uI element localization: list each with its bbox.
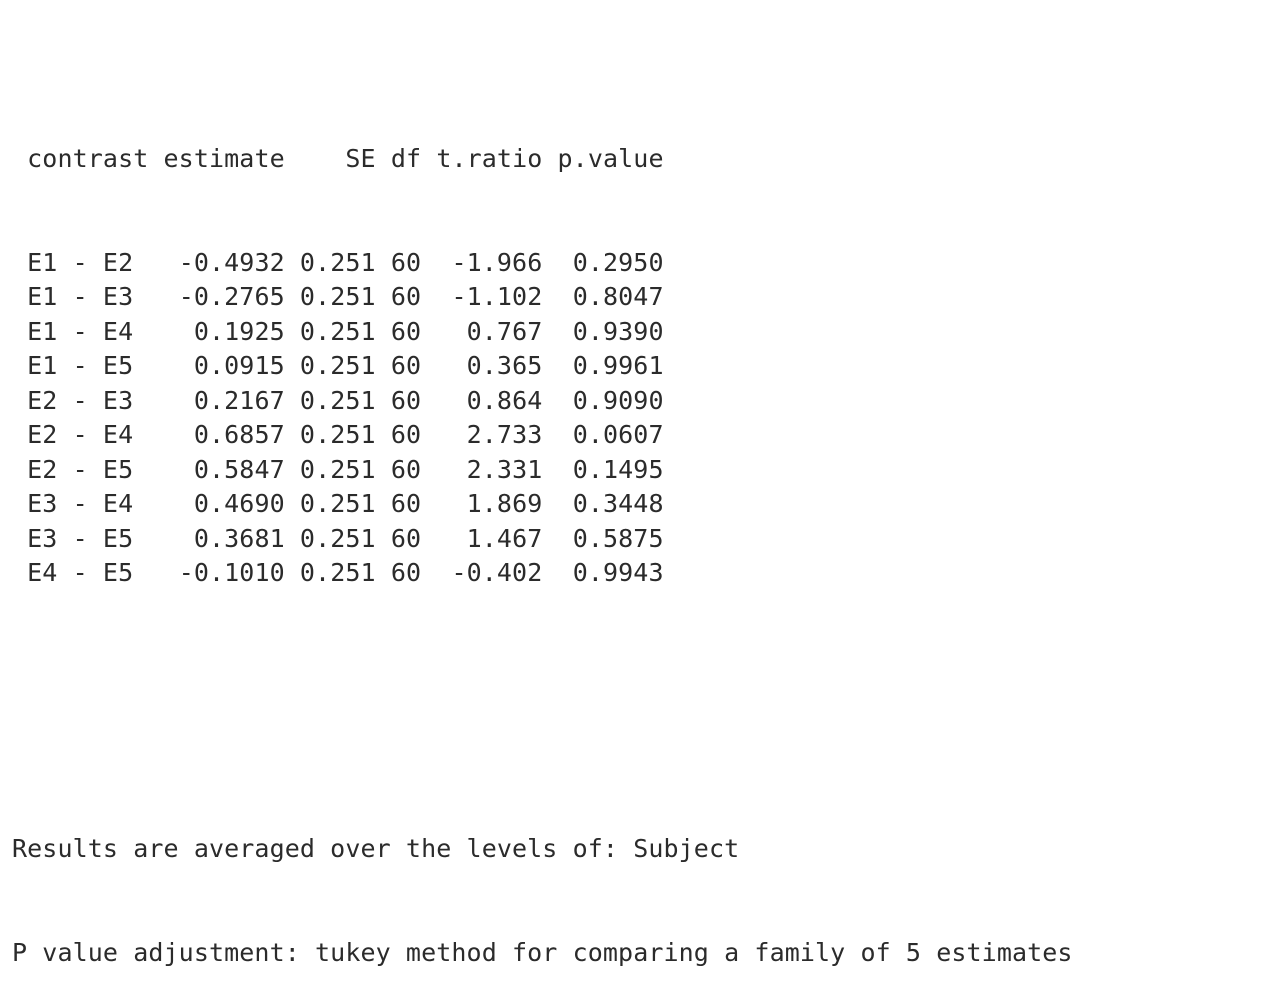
cell-p-value: 0.2950 (572, 247, 664, 277)
cell-df: 60 (390, 489, 422, 518)
cell-df: 60 (390, 385, 422, 415)
cell-contrast: E3 - E5 (27, 523, 134, 553)
cell-estimate: 0.6857 (193, 420, 285, 449)
cell-p-value: 0.9961 (572, 351, 664, 380)
cell-estimate: -0.4932 (178, 247, 285, 277)
cell-SE: 0.251 (299, 385, 376, 415)
cell-p-value: 0.5875 (572, 523, 664, 553)
cell-contrast: E2 - E5 (27, 454, 134, 484)
cell-contrast: E1 - E3 (27, 282, 134, 311)
cell-t-ratio: -0.402 (451, 558, 543, 587)
cell-contrast: E1 - E5 (27, 351, 134, 380)
table-row: E3 - E4 0.4690 0.251 60 1.869 0.3448 (12, 487, 1267, 522)
table-row: E1 - E5 0.0915 0.251 60 0.365 0.9961 (12, 349, 1267, 384)
cell-SE: 0.251 (299, 316, 376, 346)
table-row: E1 - E3 -0.2765 0.251 60 -1.102 0.8047 (12, 280, 1267, 315)
cell-contrast: E1 - E2 (27, 247, 134, 277)
cell-SE: 0.251 (299, 420, 376, 449)
cell-p-value: 0.0607 (572, 420, 664, 449)
column-header-df: df (390, 144, 422, 173)
table-header-row: contrast estimate SE df t.ratio p.value (12, 142, 1267, 177)
column-header-p-value: p.value (557, 144, 664, 173)
cell-p-value: 0.9390 (572, 316, 664, 346)
cell-p-value: 0.8047 (572, 282, 664, 311)
table-body: E1 - E2 -0.4932 0.251 60 -1.966 0.2950 E… (12, 246, 1267, 591)
blank-line (12, 729, 1267, 764)
table-row: E2 - E4 0.6857 0.251 60 2.733 0.0607 (12, 418, 1267, 453)
cell-SE: 0.251 (299, 523, 376, 553)
cell-SE: 0.251 (299, 247, 376, 277)
cell-t-ratio: -1.966 (451, 247, 543, 277)
contrast-table: contrast estimate SE df t.ratio p.value … (12, 73, 1267, 660)
cell-estimate: 0.4690 (193, 489, 285, 518)
cell-contrast: E1 - E4 (27, 316, 134, 346)
cell-p-value: 0.3448 (572, 489, 664, 518)
column-header-estimate: estimate (163, 144, 285, 173)
cell-contrast: E2 - E3 (27, 385, 134, 415)
cell-df: 60 (390, 454, 422, 484)
cell-p-value: 0.1495 (572, 454, 664, 484)
averaging-note: Results are averaged over the levels of:… (12, 834, 740, 863)
column-header-t-ratio: t.ratio (436, 144, 543, 173)
cell-SE: 0.251 (299, 489, 376, 518)
cell-estimate: 0.1925 (193, 316, 285, 346)
cell-p-value: 0.9943 (572, 558, 664, 587)
cell-t-ratio: 1.467 (466, 523, 543, 553)
cell-estimate: -0.1010 (178, 558, 285, 587)
cell-df: 60 (390, 420, 422, 449)
cell-df: 60 (390, 282, 422, 311)
cell-df: 60 (390, 351, 422, 380)
cell-estimate: 0.5847 (193, 454, 285, 484)
cell-t-ratio: -1.102 (451, 282, 543, 311)
cell-estimate: -0.2765 (178, 282, 285, 311)
cell-p-value: 0.9090 (572, 385, 664, 415)
cell-estimate: 0.3681 (193, 523, 285, 553)
cell-df: 60 (390, 247, 422, 277)
table-row: E1 - E2 -0.4932 0.251 60 -1.966 0.2950 (12, 246, 1267, 281)
cell-t-ratio: 2.733 (466, 420, 543, 449)
console-output: contrast estimate SE df t.ratio p.value … (12, 4, 1267, 1004)
table-row: E2 - E3 0.2167 0.251 60 0.864 0.9090 (12, 384, 1267, 419)
table-row: E2 - E5 0.5847 0.251 60 2.331 0.1495 (12, 453, 1267, 488)
cell-t-ratio: 0.864 (466, 385, 543, 415)
cell-t-ratio: 0.767 (466, 316, 543, 346)
cell-t-ratio: 2.331 (466, 454, 543, 484)
table-row: E4 - E5 -0.1010 0.251 60 -0.402 0.9943 (12, 556, 1267, 591)
cell-SE: 0.251 (299, 351, 376, 380)
cell-SE: 0.251 (299, 454, 376, 484)
p-adjustment-note: P value adjustment: tukey method for com… (12, 937, 1073, 967)
cell-contrast: E4 - E5 (27, 558, 134, 587)
cell-df: 60 (390, 523, 422, 553)
cell-contrast: E3 - E4 (27, 489, 134, 518)
column-header-SE: SE (345, 144, 376, 173)
cell-SE: 0.251 (299, 558, 376, 587)
cell-df: 60 (390, 316, 422, 346)
cell-SE: 0.251 (299, 282, 376, 311)
cell-t-ratio: 1.869 (466, 489, 543, 518)
cell-df: 60 (390, 558, 422, 587)
table-row: E1 - E4 0.1925 0.251 60 0.767 0.9390 (12, 315, 1267, 350)
column-header-contrast: contrast (27, 144, 149, 173)
cell-estimate: 0.0915 (193, 351, 285, 380)
cell-contrast: E2 - E4 (27, 420, 134, 449)
table-row: E3 - E5 0.3681 0.251 60 1.467 0.5875 (12, 522, 1267, 557)
cell-t-ratio: 0.365 (466, 351, 543, 380)
cell-estimate: 0.2167 (193, 385, 285, 415)
